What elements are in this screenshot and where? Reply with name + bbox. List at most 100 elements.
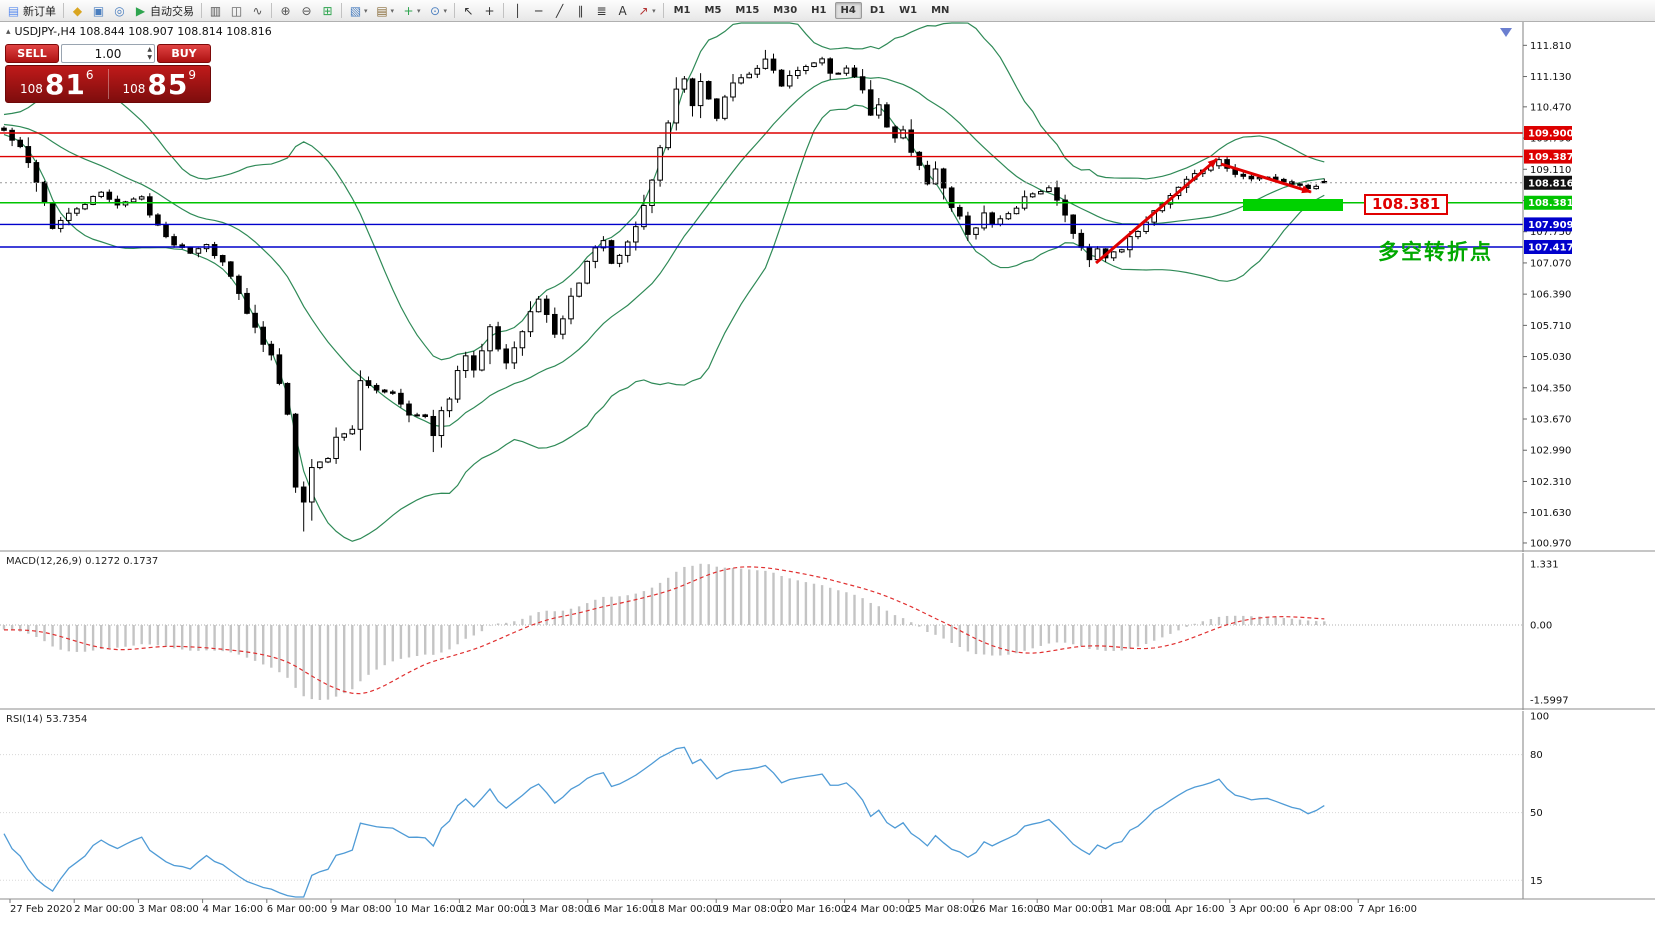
- svg-text:3 Apr 00:00: 3 Apr 00:00: [1230, 904, 1289, 915]
- new-order-icon: ▤: [7, 3, 20, 18]
- svg-text:0.00: 0.00: [1530, 621, 1552, 632]
- candlestick-series: [1, 49, 1328, 532]
- toolbar-separator: [662, 3, 664, 18]
- fibonacci-tool[interactable]: ≣: [591, 2, 612, 20]
- svg-text:102.990: 102.990: [1530, 446, 1571, 457]
- svg-text:27 Feb 2020: 27 Feb 2020: [10, 904, 72, 915]
- svg-text:30 Mar 00:00: 30 Mar 00:00: [1037, 904, 1104, 915]
- price-axis[interactable]: 111.810111.130110.470109.790109.110108.4…: [1522, 22, 1574, 899]
- line-chart-icon: ∿: [252, 3, 263, 18]
- chart-shift-marker-icon[interactable]: [1500, 28, 1512, 37]
- arrows-dropdown[interactable]: ↗ ▾: [633, 2, 660, 20]
- fibonacci-icon: ≣: [596, 3, 607, 18]
- dropdown-arrow-icon: ▾: [364, 6, 368, 15]
- vertical-line-tool[interactable]: │: [507, 2, 528, 20]
- timeframe-h4[interactable]: H4: [834, 2, 862, 19]
- time-axis[interactable]: 27 Feb 2020 2 Mar 00:00 3 Mar 08:00 4 Mar 1…: [9, 899, 1417, 915]
- data-window-button[interactable]: ▣: [88, 2, 109, 20]
- svg-text:108.381: 108.381: [1528, 198, 1574, 209]
- periods-dropdown[interactable]: ⊙ ▾: [425, 2, 452, 20]
- candlestick-chart-button[interactable]: ◫: [226, 2, 247, 20]
- timeframe-m15[interactable]: M15: [735, 5, 760, 16]
- trend-arrows[interactable]: [1095, 157, 1312, 265]
- text-tool[interactable]: A: [612, 2, 633, 20]
- price-badge-107.909: [1524, 217, 1572, 232]
- trend-arrow-2[interactable]: [1220, 162, 1312, 194]
- market-watch-button[interactable]: ◆: [67, 2, 88, 20]
- svg-text:100.970: 100.970: [1530, 538, 1571, 549]
- price-level-callout[interactable]: 108.381: [1364, 194, 1449, 215]
- cursor-icon: ↖: [463, 3, 474, 18]
- svg-text:105.710: 105.710: [1530, 321, 1571, 332]
- navigator-icon: ◎: [114, 3, 125, 18]
- zoom-out-button[interactable]: ⊖: [296, 2, 317, 20]
- crosshair-icon: +: [484, 3, 495, 18]
- auto-trading-button[interactable]: ▶ 自动交易: [130, 2, 198, 20]
- arrow-tool-icon: ↗: [638, 3, 649, 18]
- volume-input[interactable]: 1.00 ▲ ▼: [61, 44, 155, 63]
- sell-price-prefix: 108: [19, 82, 43, 96]
- sell-price[interactable]: 108 81 6: [6, 66, 108, 102]
- bar-chart-button[interactable]: ▥: [205, 2, 226, 20]
- trendline-tool[interactable]: ╱: [549, 2, 570, 20]
- new-chart-dropdown[interactable]: ▧ ▾: [345, 2, 372, 20]
- tile-windows-button[interactable]: ⊞: [317, 2, 338, 20]
- svg-text:109.110: 109.110: [1530, 165, 1571, 176]
- rsi-panel: 100 80 50 15: [0, 712, 1549, 898]
- data-window-icon: ▣: [92, 3, 105, 18]
- svg-text:1 Apr 16:00: 1 Apr 16:00: [1166, 904, 1225, 915]
- support-zone-bar[interactable]: [1243, 199, 1343, 211]
- timeframe-mn[interactable]: MN: [931, 5, 950, 16]
- zoom-in-button[interactable]: ⊕: [275, 2, 296, 20]
- bid-ask-price-display[interactable]: 108 81 6 108 85 9: [5, 65, 211, 103]
- navigator-button[interactable]: ◎: [109, 2, 130, 20]
- timeframe-m1[interactable]: M1: [673, 5, 691, 16]
- svg-text:101.630: 101.630: [1530, 508, 1571, 519]
- price-badge-109.900: [1524, 126, 1572, 141]
- svg-text:6 Apr 08:00: 6 Apr 08:00: [1294, 904, 1353, 915]
- svg-text:2 Mar 00:00: 2 Mar 00:00: [74, 904, 134, 915]
- horizontal-line-tool[interactable]: ─: [528, 2, 549, 20]
- toolbar-separator: [271, 3, 272, 18]
- collapse-arrow-icon[interactable]: ▴: [6, 26, 11, 37]
- new-chart-icon: ▧: [349, 3, 362, 18]
- timeframe-m30[interactable]: M30: [773, 5, 798, 16]
- svg-text:107.909: 107.909: [1528, 220, 1574, 231]
- macd-panel: 1.331 0.00 -1.5997: [0, 559, 1569, 707]
- indicators-dropdown[interactable]: + ▾: [398, 2, 425, 20]
- cursor-tool-button[interactable]: ↖: [458, 2, 479, 20]
- buy-price[interactable]: 108 85 9: [109, 66, 211, 102]
- market-watch-icon: ◆: [72, 3, 83, 18]
- svg-text:15: 15: [1530, 876, 1543, 887]
- sell-price-sup: 6: [85, 68, 94, 82]
- dropdown-arrow-icon: ▾: [390, 6, 395, 15]
- symbol-info: ▴ USDJPY-,H4 108.844 108.907 108.814 108…: [6, 25, 272, 38]
- horizontal-line-icon: ─: [534, 3, 543, 18]
- timeframe-h1[interactable]: H1: [811, 5, 827, 16]
- line-chart-button[interactable]: ∿: [247, 2, 268, 20]
- profiles-dropdown[interactable]: ▤ ▾: [372, 2, 399, 20]
- trend-arrow-1[interactable]: [1095, 157, 1218, 265]
- channel-tool[interactable]: ∥: [570, 2, 591, 20]
- timeframe-m5[interactable]: M5: [704, 5, 722, 16]
- macd-signal-line: [3, 566, 1325, 695]
- volume-spinner[interactable]: ▲ ▼: [147, 46, 152, 62]
- candlestick-chart-icon: ◫: [230, 3, 243, 18]
- dropdown-arrow-icon: ▾: [417, 6, 421, 15]
- buy-button[interactable]: BUY: [157, 44, 211, 63]
- timeframe-w1[interactable]: W1: [899, 5, 918, 16]
- timeframe-d1[interactable]: D1: [869, 5, 886, 16]
- buy-price-prefix: 108: [122, 82, 146, 96]
- svg-text:107.750: 107.750: [1530, 227, 1571, 238]
- sell-button[interactable]: SELL: [5, 44, 59, 63]
- svg-text:12 Mar 00:00: 12 Mar 00:00: [459, 904, 526, 915]
- price-divider: [107, 69, 109, 99]
- spinner-down-icon[interactable]: ▼: [147, 54, 152, 61]
- svg-text:19 Mar 08:00: 19 Mar 08:00: [716, 904, 783, 915]
- spinner-up-icon[interactable]: ▲: [147, 46, 152, 53]
- new-order-button[interactable]: ▤ 新订单: [3, 2, 60, 20]
- periods-icon: ⊙: [430, 3, 441, 18]
- crosshair-tool-button[interactable]: +: [479, 2, 500, 20]
- turning-point-note[interactable]: 多空转折点: [1378, 240, 1493, 264]
